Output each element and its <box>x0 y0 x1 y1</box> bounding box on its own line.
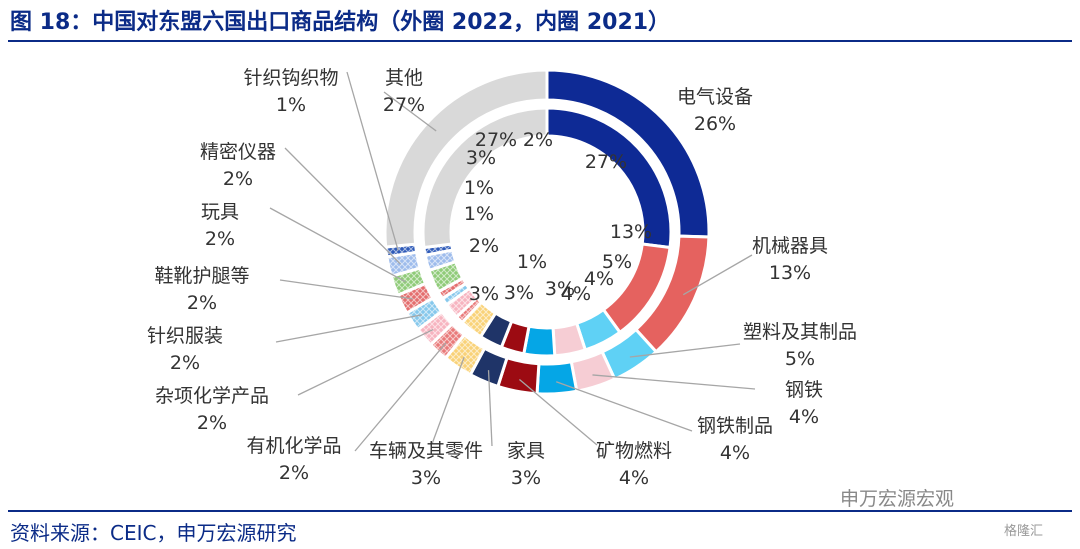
outer-slice-8-hatch <box>430 323 465 359</box>
outer-label-pct-6: 3% <box>511 467 541 489</box>
outer-label-name-4: 钢铁制品 <box>697 415 773 437</box>
outer-label-name-13: 精密仪器 <box>200 141 276 163</box>
page-title: 图 18：中国对东盟六国出口商品结构（外圈 2022，内圈 2021） <box>10 10 671 35</box>
inner-label-0: 27% <box>585 151 627 173</box>
leader-line-3 <box>592 374 756 390</box>
inner-label-15: 27% <box>475 129 517 151</box>
outer-label-pct-3: 4% <box>789 406 819 428</box>
outer-label-pct-12: 2% <box>205 228 235 250</box>
outer-label-pct-15: 27% <box>383 94 425 116</box>
outer-slice-10-hatch <box>406 298 442 330</box>
leader-line-11 <box>279 279 413 300</box>
inner-label-8: 1% <box>517 251 547 273</box>
outer-label-name-6: 家具 <box>507 440 545 462</box>
inner-slice-10-hatch <box>442 283 470 305</box>
outer-slice-15 <box>383 68 549 249</box>
outer-label-pct-13: 2% <box>223 168 253 190</box>
inner-label-9: 2% <box>469 235 499 257</box>
outer-label-name-15: 其他 <box>385 67 423 89</box>
inner-slice-12-hatch <box>429 261 463 292</box>
inner-label-12: 3% <box>466 147 496 169</box>
outer-label-pct-2: 5% <box>785 348 815 370</box>
inner-label-3: 4% <box>584 268 614 290</box>
inner-label-11: 1% <box>464 177 494 199</box>
inner-label-5: 3% <box>545 278 575 300</box>
leader-line-14 <box>346 71 399 251</box>
watermark-text: 申万宏源宏观 <box>840 488 955 510</box>
inner-slice-7-hatch <box>462 301 496 337</box>
inner-slice-9-hatch <box>446 288 478 317</box>
outer-label-name-7: 车辆及其零件 <box>369 440 483 462</box>
outer-label-name-2: 塑料及其制品 <box>743 321 857 343</box>
inner-labels: 27%13%5%4%4%3%3%3%1%2%1%1%3%2%27% <box>464 129 652 305</box>
outer-label-name-5: 矿物燃料 <box>596 440 672 462</box>
outer-labels: 电气设备 26% 机械器具 13% 塑料及其制品 5% 钢铁 4% 钢铁制品 4% 矿物燃料 4% 家具… <box>147 67 857 489</box>
outer-label-name-14: 针织钩织物 <box>243 67 338 89</box>
inner-label-2: 5% <box>602 251 632 273</box>
leader-line-10 <box>275 314 423 343</box>
outer-label-name-9: 杂项化学产品 <box>155 385 269 407</box>
leader-line-7 <box>431 356 465 445</box>
leader-line-9 <box>297 329 434 396</box>
inner-slice-11-hatch <box>438 278 466 299</box>
footer-rule <box>8 510 1072 512</box>
inner-label-4: 4% <box>561 283 591 305</box>
inner-label-7: 3% <box>469 283 499 305</box>
outer-label-pct-5: 4% <box>619 467 649 489</box>
outer-slice-4 <box>535 360 579 396</box>
leader-line-5 <box>519 378 598 446</box>
outer-slice-9-hatch <box>417 311 453 345</box>
outer-label-pct-11: 2% <box>187 292 217 314</box>
leader-line-2 <box>629 343 741 358</box>
inner-slice-15 <box>421 106 549 250</box>
inner-label-10: 1% <box>464 203 494 225</box>
inner-slice-8-hatch <box>456 297 482 323</box>
inner-label-6: 3% <box>504 282 534 304</box>
leader-line-6 <box>487 370 493 447</box>
leader-line-4 <box>556 381 693 432</box>
outer-label-pct-0: 26% <box>694 113 736 135</box>
outer-label-name-10: 针织服装 <box>147 325 223 347</box>
outer-slice-7-hatch <box>445 334 485 375</box>
outer-label-pct-8: 2% <box>279 462 309 484</box>
leader-line-1 <box>682 254 753 296</box>
outer-label-pct-4: 4% <box>720 442 750 464</box>
outer-label-name-3: 钢铁 <box>785 379 823 401</box>
inner-label-1: 13% <box>610 221 652 243</box>
outer-label-pct-1: 13% <box>769 262 811 284</box>
outer-label-name-11: 鞋靴护腿等 <box>154 265 249 287</box>
leader-line-15 <box>383 91 437 132</box>
title-rule <box>8 40 1072 42</box>
outer-label-pct-7: 3% <box>411 467 441 489</box>
outer-label-name-1: 机械器具 <box>752 235 828 257</box>
leader-line-12 <box>269 207 406 283</box>
source-note: 资料来源：CEIC，申万宏源研究 <box>10 521 297 545</box>
leader-line-8 <box>354 342 447 452</box>
outer-label-pct-9: 2% <box>197 412 227 434</box>
outer-label-name-0: 电气设备 <box>677 86 753 108</box>
outer-label-pct-10: 2% <box>170 352 200 374</box>
inner-ring-2021 <box>421 106 673 358</box>
outer-label-name-12: 玩具 <box>201 201 239 223</box>
outer-label-pct-14: 1% <box>276 94 306 116</box>
leader-line-13 <box>284 147 401 265</box>
inner-label-13: 2% <box>523 129 553 151</box>
watermark-corner: 格隆汇 <box>1004 524 1044 539</box>
outer-slice-11-hatch <box>397 283 433 313</box>
leader-lines <box>269 71 756 452</box>
outer-label-name-8: 有机化学品 <box>246 435 341 457</box>
